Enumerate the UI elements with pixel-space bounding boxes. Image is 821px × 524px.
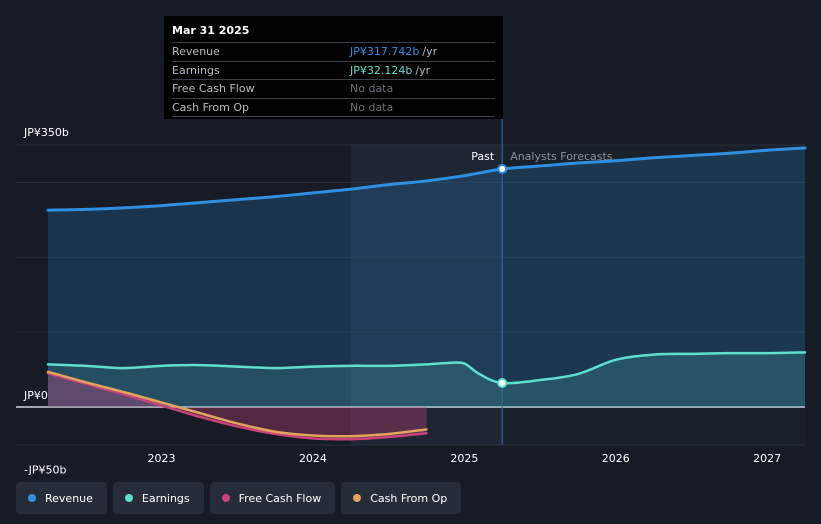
earnings-marker[interactable] [497, 378, 508, 389]
tooltip-row-cash-from-op: Cash From Op No data [172, 97, 495, 117]
tooltip-label: Revenue [172, 45, 220, 59]
legend: Revenue Earnings Free Cash Flow Cash Fro… [16, 482, 462, 514]
series-layer [46, 146, 807, 441]
forecast-label: Analysts Forecasts [510, 150, 613, 163]
cash-from-op-line [46, 370, 428, 438]
tooltip-value: No data [350, 82, 394, 96]
legend-dot-icon [124, 494, 133, 502]
marker-layer[interactable] [497, 163, 508, 389]
legend-dot-icon [353, 494, 362, 502]
legend-dot-icon [221, 494, 230, 502]
x-tick-label: 2026 [602, 452, 630, 465]
forecast-region [502, 145, 805, 445]
legend-item-free-cash-flow[interactable]: Free Cash Flow [209, 482, 336, 514]
tooltip-row-earnings: Earnings JP¥32.124b /yr [172, 60, 495, 80]
chart-background [350, 145, 805, 445]
legend-item-revenue[interactable]: Revenue [16, 482, 107, 514]
legend-dot-icon [28, 494, 36, 502]
tooltip-unit: /yr [422, 45, 438, 59]
legend-label: Revenue [45, 491, 93, 505]
y-tick-label: JP¥350b [23, 126, 69, 139]
tooltip-value: No data [350, 100, 394, 114]
x-tick-label: 2023 [148, 452, 176, 465]
free-cash-flow-line [46, 372, 428, 441]
earnings-line [46, 351, 807, 385]
y-tick-label: JP¥0 [23, 389, 48, 402]
legend-label: Cash From Op [370, 491, 448, 505]
tooltip: Mar 31 2025 Revenue JP¥317.742b /yr Earn… [164, 16, 503, 119]
tooltip-value: JP¥32.124b [350, 63, 413, 77]
past-highlight-band [350, 145, 503, 445]
legend-item-earnings[interactable]: Earnings [112, 482, 204, 514]
tooltip-label: Cash From Op [172, 100, 250, 114]
y-tick-label: -JP¥50b [24, 463, 66, 475]
revenue-area [48, 147, 805, 407]
tooltip-label: Free Cash Flow [172, 82, 255, 96]
axis-layer: Past Analysts Forecasts JP¥350b JP¥0 -JP¥50b… [16, 119, 805, 475]
legend-label: Free Cash Flow [238, 491, 322, 505]
revenue-line [46, 146, 807, 212]
x-tick-label: 2024 [299, 452, 327, 465]
gridlines [16, 144, 805, 408]
tooltip-date: Mar 31 2025 [172, 24, 250, 37]
free-cash-flow-area [48, 373, 427, 440]
legend-item-cash-from-op[interactable]: Cash From Op [341, 482, 462, 514]
tooltip-row-revenue: Revenue JP¥317.742b /yr [172, 42, 495, 61]
tooltip-row-free-cash-flow: Free Cash Flow No data [172, 79, 495, 98]
revenue-marker[interactable] [497, 163, 508, 174]
chart-area: Past Analysts Forecasts JP¥350b JP¥0 -JP¥50b… [16, 119, 807, 475]
earnings-area [48, 352, 805, 407]
legend-label: Earnings [141, 491, 190, 505]
past-label: Past [471, 150, 495, 163]
tooltip-unit: /yr [415, 63, 431, 77]
tooltip-value: JP¥317.742b [350, 45, 420, 59]
x-tick-label: 2027 [753, 452, 781, 465]
tooltip-label: Earnings [172, 63, 220, 77]
x-tick-label: 2025 [450, 452, 478, 465]
